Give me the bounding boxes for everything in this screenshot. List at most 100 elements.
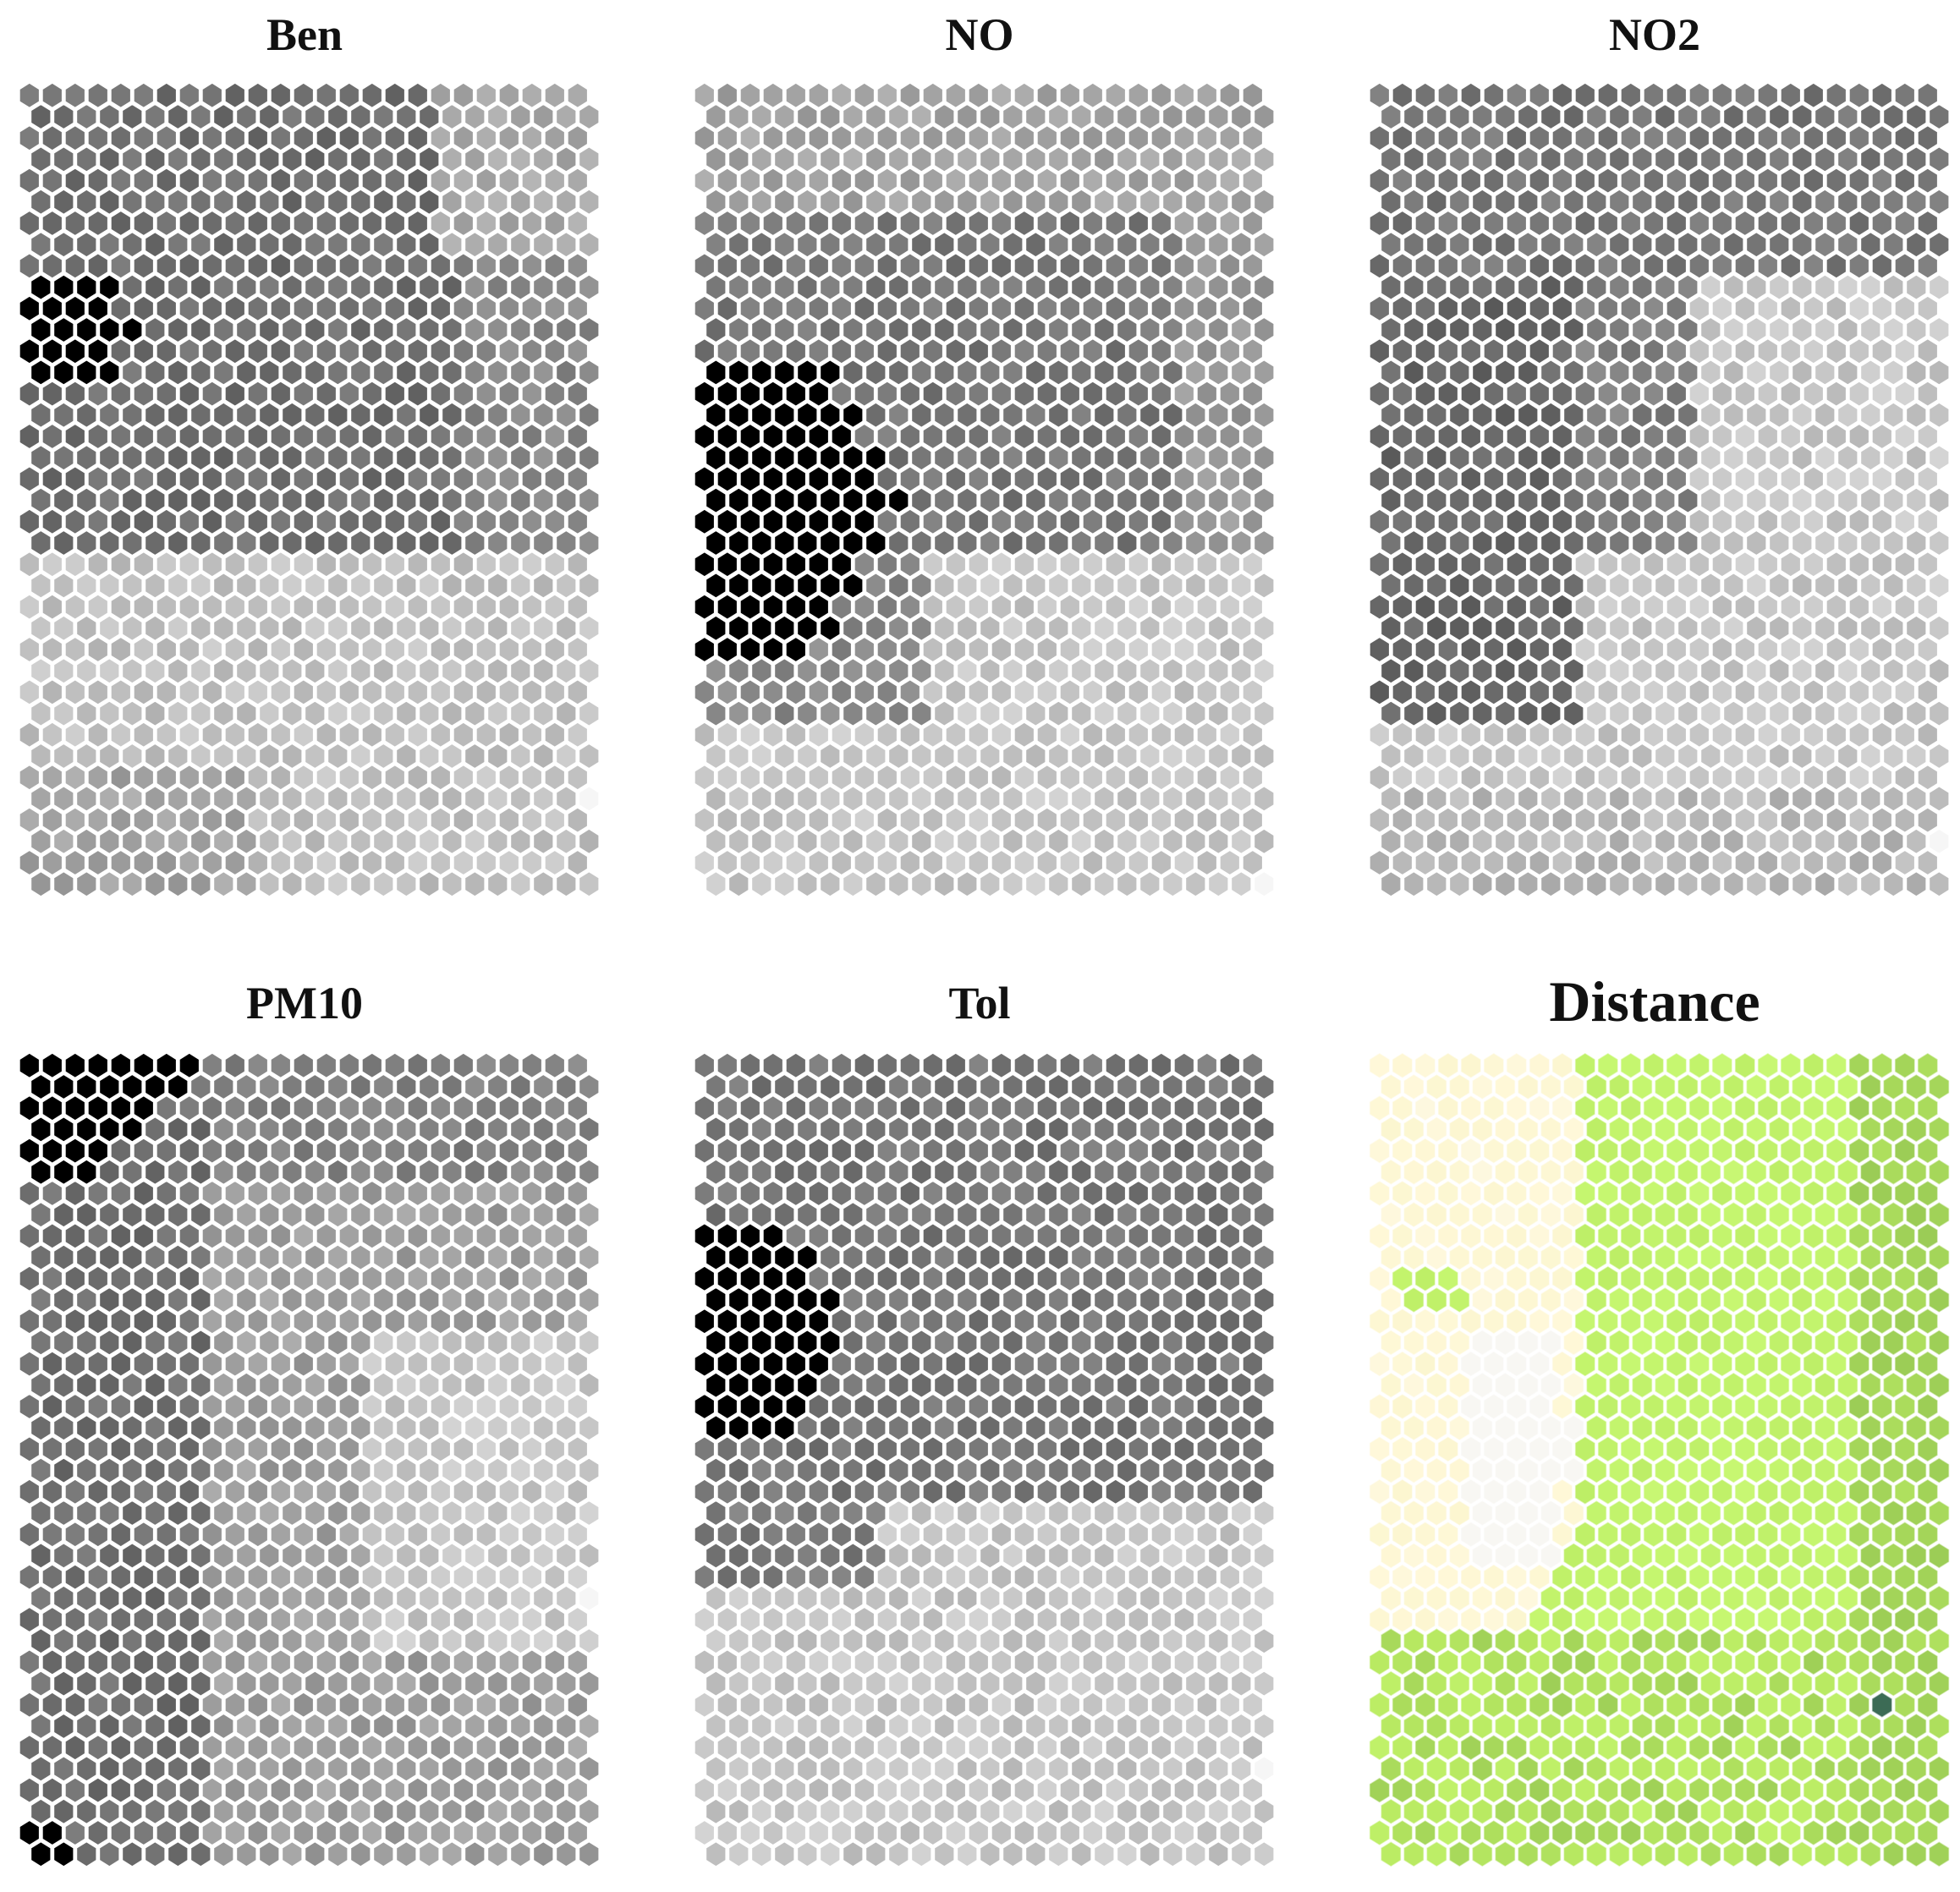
hex-cell xyxy=(1184,273,1207,301)
hex-cell xyxy=(1608,402,1631,429)
hex-cell xyxy=(372,189,395,216)
hex-cell xyxy=(842,529,864,557)
hex-cell xyxy=(1059,423,1081,450)
hex-cell xyxy=(1070,529,1093,557)
hex-cell xyxy=(1517,828,1539,855)
hex-cell xyxy=(1161,231,1184,258)
hex-cell xyxy=(831,1094,853,1121)
hex-cell xyxy=(1905,743,1928,770)
hex-cell xyxy=(258,657,281,684)
hex-cell xyxy=(876,636,898,663)
hex-cell xyxy=(1597,465,1619,493)
hex-cell xyxy=(167,145,189,173)
hex-cell xyxy=(407,1478,429,1505)
hex-cell xyxy=(567,1265,589,1292)
hex-cell xyxy=(1928,785,1951,813)
hex-cell xyxy=(1219,721,1241,749)
hex-cell xyxy=(144,1414,166,1441)
hex-cell xyxy=(1734,124,1756,151)
hex-cell xyxy=(407,337,429,365)
hex-cell xyxy=(819,1500,841,1527)
hex-cell xyxy=(1173,1180,1195,1207)
hex-cell xyxy=(509,1840,532,1867)
hex-cell xyxy=(1219,167,1241,195)
hex-cell xyxy=(178,849,200,876)
hex-cell xyxy=(75,486,97,514)
hex-cell xyxy=(1013,849,1035,876)
hex-cell xyxy=(544,636,566,663)
hex-cell xyxy=(1722,1201,1745,1228)
hex-cell xyxy=(304,231,327,258)
hex-cell xyxy=(384,295,406,322)
hex-cell xyxy=(1242,1606,1264,1633)
hex-cell xyxy=(338,1393,360,1420)
hex-cell xyxy=(1654,699,1677,727)
hex-cell xyxy=(247,82,269,109)
hex-cell xyxy=(1425,1073,1447,1100)
hex-cell xyxy=(1654,870,1677,897)
hex-cell xyxy=(1882,615,1905,642)
hex-cell xyxy=(1070,615,1093,642)
hex-cell xyxy=(441,572,464,600)
hex-cell xyxy=(19,1222,41,1250)
hex-cell xyxy=(1392,82,1414,109)
hex-cell xyxy=(281,1414,304,1441)
hex-cell xyxy=(945,1137,967,1165)
hex-cell xyxy=(316,1563,338,1591)
hex-cell xyxy=(521,380,543,408)
hex-cell xyxy=(235,359,258,387)
hex-cell xyxy=(716,1137,738,1165)
hex-cell xyxy=(1139,316,1161,343)
hex-cell xyxy=(1139,1670,1161,1697)
hex-map-distance xyxy=(1369,1052,1951,1867)
hex-cell xyxy=(1403,486,1425,514)
hex-cell xyxy=(899,1393,921,1420)
hex-cell xyxy=(1437,636,1459,663)
hex-cell xyxy=(144,103,166,130)
hex-cell xyxy=(1894,1137,1916,1165)
hex-cell xyxy=(1380,444,1403,471)
hex-cell xyxy=(956,1243,979,1271)
hex-cell xyxy=(1460,551,1482,578)
hex-cell xyxy=(498,1222,520,1250)
hex-cell xyxy=(156,1692,178,1719)
hex-cell xyxy=(854,423,876,450)
hex-cell xyxy=(430,1350,452,1378)
hex-cell xyxy=(578,316,601,343)
hex-cell xyxy=(1905,273,1928,301)
hex-cell xyxy=(98,1798,120,1825)
hex-cell xyxy=(991,337,1013,365)
hex-cell xyxy=(201,1308,223,1335)
hex-cell xyxy=(475,1180,497,1207)
hex-cell xyxy=(1471,615,1493,642)
hex-cell xyxy=(1905,699,1928,727)
hex-cell xyxy=(694,380,716,408)
hex-cell xyxy=(64,1435,86,1463)
hex-cell xyxy=(1013,1606,1035,1633)
hex-cell xyxy=(1574,380,1596,408)
hex-cell xyxy=(1928,743,1951,770)
hex-cell xyxy=(1859,486,1882,514)
hex-cell xyxy=(1047,1159,1070,1186)
hex-cell xyxy=(1184,486,1207,514)
hex-cell xyxy=(235,1243,258,1271)
hex-cell xyxy=(1403,1201,1425,1228)
hex-cell xyxy=(1734,1222,1756,1250)
hex-cell xyxy=(1128,1648,1150,1676)
hex-cell xyxy=(1620,1052,1642,1079)
hex-cell xyxy=(854,1563,876,1591)
hex-cell xyxy=(1173,1521,1195,1548)
hex-cell xyxy=(1161,1073,1184,1100)
hex-cell xyxy=(945,167,967,195)
hex-cell xyxy=(1620,849,1642,876)
hex-cell xyxy=(52,529,74,557)
hex-cell xyxy=(1871,508,1893,535)
hex-cell xyxy=(1253,615,1276,642)
hex-cell xyxy=(327,1116,349,1143)
hex-cell xyxy=(1380,359,1403,387)
hex-cell xyxy=(842,1073,864,1100)
hex-cell xyxy=(979,273,1002,301)
hex-cell xyxy=(509,1073,532,1100)
hex-cell xyxy=(304,1542,327,1570)
hex-cell xyxy=(224,636,246,663)
